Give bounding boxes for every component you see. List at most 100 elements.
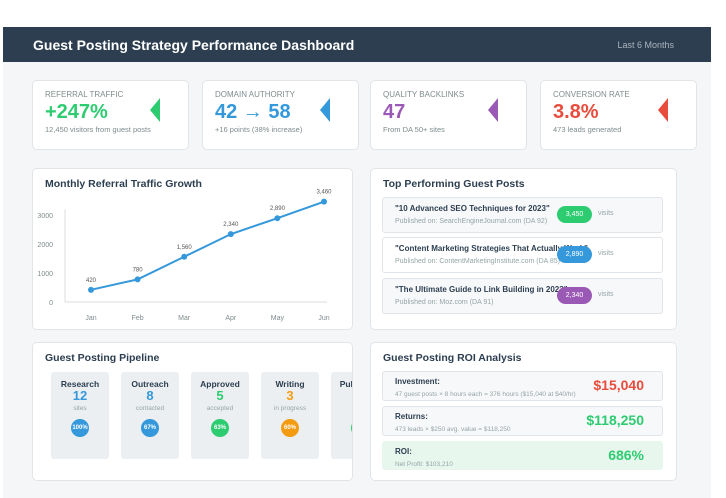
stage-name: Writing — [275, 379, 305, 389]
kpi-subtext: 12,450 visitors from guest posts — [45, 125, 151, 134]
x-tick-label: Jan — [85, 315, 96, 322]
data-label: 2,340 — [223, 222, 239, 228]
y-tick-label: 1000 — [37, 271, 53, 278]
stage-count: 2 — [331, 389, 352, 402]
stage-count: 3 — [286, 388, 294, 403]
x-tick-label: Apr — [225, 315, 237, 322]
visits-badge: 2,340 — [557, 287, 592, 304]
stage-count: 8 — [146, 388, 154, 403]
y-tick-label: 2000 — [37, 242, 53, 249]
stage-unit: accepted — [206, 405, 234, 412]
roi-detail: Net Profit: $103,210 — [395, 461, 453, 468]
visits-label: visits — [598, 291, 614, 298]
triangle-left-icon — [488, 98, 498, 122]
roi-item: ROI: Net Profit: $103,210 686% — [382, 441, 663, 470]
data-point — [274, 215, 281, 222]
stage-percent: 60% — [281, 419, 299, 437]
page-title: Guest Posting Strategy Performance Dashb… — [33, 37, 355, 53]
header: Guest Posting Strategy Performance Dashb… — [3, 27, 711, 62]
x-tick-label: May — [271, 315, 285, 322]
line-chart: 0 1000 2000 3000 420 Jan 780 Feb 1,560 Mar 2,340 Ap… — [37, 190, 332, 322]
kpi-subtext: From DA 50+ sites — [383, 125, 445, 134]
data-point — [321, 198, 327, 205]
post-item[interactable]: "10 Advanced SEO Techniques for 2023" Pub… — [382, 197, 663, 233]
kpi-label: QUALITY BACKLINKS — [383, 90, 465, 99]
post-title[interactable]: "The Ultimate Guide to Link Building in … — [395, 285, 568, 294]
post-publisher: Published on: ContentMarketingInstitute.… — [395, 258, 560, 265]
post-title[interactable]: "Content Marketing Strategies That Actua… — [395, 244, 588, 253]
roi-amount: 686% — [608, 447, 644, 463]
pipeline-stage: Research 12 sites 100% — [51, 372, 109, 459]
triangle-left-icon — [320, 98, 330, 122]
kpi-card: CONVERSION RATE 3.8% 473 leads generated — [540, 80, 697, 150]
post-title[interactable]: "10 Advanced SEO Techniques for 2023" — [395, 204, 550, 213]
triangle-left-icon — [150, 98, 160, 122]
triangle-left-icon — [658, 98, 668, 122]
kpi-label: REFERRAL TRAFFIC — [45, 90, 124, 99]
roi-amount: $15,040 — [593, 377, 644, 393]
stage-count: 5 — [216, 388, 224, 403]
pipeline-stage: Writing 3 in progress 60% — [261, 372, 319, 459]
visits-label: visits — [598, 250, 614, 257]
data-point — [134, 276, 141, 283]
visits-badge: 2,890 — [557, 246, 592, 263]
pipeline-title: Guest Posting Pipeline — [45, 352, 160, 364]
data-label: 1,560 — [177, 245, 193, 251]
kpi-subtext: +16 points (38% increase) — [215, 125, 303, 134]
data-label: 3,460 — [316, 190, 332, 196]
stage-name: Research — [60, 379, 100, 389]
roi-amount: $118,250 — [586, 412, 644, 428]
pipeline-stage: Approved 5 accepted 63% — [191, 372, 249, 459]
data-point — [181, 253, 188, 260]
pipeline-panel: Guest Posting Pipeline Research 12 sites 10… — [32, 342, 353, 481]
stage-unit: sites — [73, 405, 87, 412]
kpi-label: CONVERSION RATE — [553, 90, 630, 99]
y-tick-label: 0 — [49, 300, 53, 307]
roi-label: ROI: — [395, 447, 412, 456]
kpi-value: 3.8% — [553, 101, 599, 123]
kpi-subtext: 473 leads generated — [553, 125, 622, 134]
x-tick-label: Jun — [318, 315, 329, 322]
top-posts-title: Top Performing Guest Posts — [383, 178, 525, 190]
post-item[interactable]: "The Ultimate Guide to Link Building in … — [382, 278, 663, 314]
stage-name: Outreach — [131, 379, 169, 389]
series-line — [90, 200, 325, 291]
kpi-card: DOMAIN AUTHORITY 42 → 58 +16 points (38% i… — [202, 80, 359, 150]
stage-name: Approved — [200, 379, 240, 389]
roi-item: Returns: 473 leads × $250 avg. value = $1… — [382, 406, 663, 436]
stage-percent: 67% — [141, 419, 159, 437]
roi-detail: 473 leads × $250 avg. value = $118,250 — [395, 426, 511, 433]
stage-count: 12 — [72, 388, 88, 403]
roi-label: Investment: — [395, 377, 440, 386]
stage-percent: 40% — [351, 419, 352, 437]
visits-label: visits — [598, 210, 614, 217]
post-publisher: Published on: SearchEngineJournal.com (D… — [395, 218, 548, 225]
post-item[interactable]: "Content Marketing Strategies That Actua… — [382, 237, 663, 273]
y-tick-label: 3000 — [37, 213, 53, 220]
kpi-label: DOMAIN AUTHORITY — [215, 90, 296, 99]
kpi-value: +247% — [45, 101, 108, 123]
data-label: 2,890 — [270, 206, 286, 212]
data-label: 780 — [133, 267, 144, 273]
traffic-chart-panel: Monthly Referral Traffic Growth 0 1000 200… — [32, 168, 353, 330]
kpi-card: QUALITY BACKLINKS 47 From DA 50+ sites — [370, 80, 527, 150]
data-point — [88, 286, 94, 293]
top-posts-panel: Top Performing Guest Posts "10 Advanced … — [370, 168, 677, 330]
chart-title: Monthly Referral Traffic Growth — [45, 178, 202, 190]
roi-label: Returns: — [395, 412, 428, 421]
stage-unit: live — [331, 405, 352, 412]
stage-name: Published — [339, 379, 352, 389]
stage-percent: 63% — [211, 419, 229, 437]
data-point — [227, 231, 234, 238]
roi-panel: Guest Posting ROI Analysis Investment: 47… — [370, 342, 677, 481]
x-tick-label: Mar — [178, 315, 191, 322]
visits-badge: 3,450 — [557, 206, 592, 223]
x-tick-label: Feb — [132, 315, 144, 322]
roi-title: Guest Posting ROI Analysis — [383, 352, 522, 364]
kpi-value: 47 — [383, 101, 406, 123]
period-label: Last 6 Months — [617, 40, 674, 50]
stage-unit: in progress — [273, 405, 307, 412]
post-publisher: Published on: Moz.com (DA 91) — [395, 299, 494, 306]
roi-item: Investment: 47 guest posts × 8 hours each… — [382, 371, 663, 401]
stage-percent: 100% — [71, 419, 89, 437]
